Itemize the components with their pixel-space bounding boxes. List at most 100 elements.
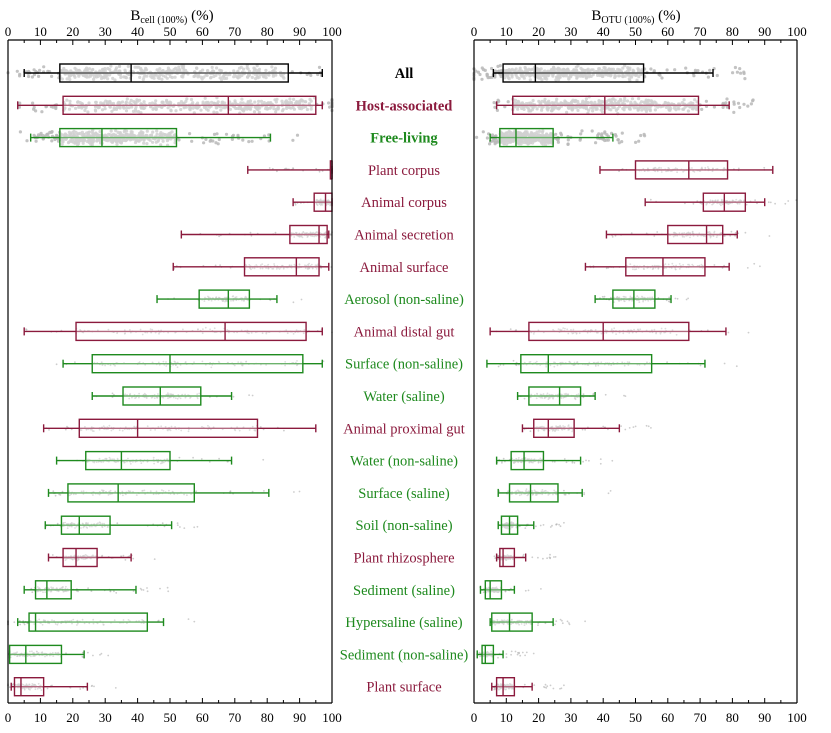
data-point: [163, 133, 167, 137]
data-point: [139, 587, 142, 590]
data-point: [156, 76, 160, 80]
data-point: [34, 139, 38, 143]
data-point: [219, 108, 223, 112]
tick-label-top: 70: [228, 24, 241, 39]
data-point: [298, 490, 301, 493]
data-point: [136, 110, 141, 114]
data-point: [480, 77, 484, 81]
data-point: [220, 69, 224, 73]
data-point: [212, 132, 217, 136]
data-point: [201, 68, 205, 72]
data-point: [165, 76, 169, 80]
data-point: [665, 68, 669, 72]
data-point: [37, 74, 41, 78]
data-point: [25, 139, 29, 143]
data-point: [272, 68, 276, 72]
data-point: [639, 133, 643, 138]
data-point: [150, 101, 154, 105]
data-point: [600, 132, 604, 136]
data-point: [706, 75, 711, 79]
data-point: [594, 141, 598, 145]
data-point: [104, 99, 108, 103]
data-point: [256, 76, 260, 80]
data-point: [114, 687, 117, 689]
data-point: [136, 138, 140, 142]
data-point: [209, 138, 213, 142]
data-point: [132, 100, 136, 104]
data-point: [182, 66, 186, 70]
data-point: [97, 105, 101, 109]
data-point: [138, 75, 142, 79]
data-point: [160, 77, 164, 81]
data-point: [280, 109, 285, 113]
data-point: [124, 138, 128, 142]
data-point: [649, 67, 653, 71]
data-point: [98, 69, 102, 73]
data-point: [206, 69, 210, 73]
iqr-box: [62, 95, 317, 116]
data-point: [144, 66, 148, 70]
data-point: [203, 96, 207, 100]
data-point: [242, 109, 246, 113]
tick-label-top: 0: [5, 24, 12, 39]
data-point: [288, 97, 292, 101]
data-point: [51, 554, 54, 556]
data-point: [172, 133, 176, 137]
data-point: [65, 98, 69, 102]
data-point: [743, 77, 747, 81]
data-point: [232, 75, 236, 79]
data-point: [124, 559, 127, 561]
data-point: [134, 109, 138, 113]
data-point: [94, 131, 98, 135]
data-point: [115, 140, 119, 144]
data-point: [566, 142, 570, 146]
data-point: [145, 142, 149, 146]
data-point: [660, 76, 664, 80]
data-point: [273, 98, 277, 102]
data-point: [125, 97, 129, 101]
data-point: [300, 298, 303, 301]
data-point: [290, 101, 294, 105]
data-point: [127, 106, 131, 110]
data-point: [769, 201, 772, 204]
iqr-box: [243, 257, 320, 277]
data-point: [106, 66, 110, 71]
data-point: [768, 235, 771, 237]
data-point: [784, 202, 787, 205]
data-point: [239, 65, 243, 69]
data-point: [53, 137, 57, 142]
data-point: [734, 232, 737, 234]
data-point: [566, 138, 570, 142]
data-point: [114, 129, 118, 133]
data-point: [759, 265, 761, 268]
data-point: [152, 76, 156, 80]
data-point: [101, 68, 105, 72]
data-point: [91, 684, 93, 687]
data-point: [285, 106, 289, 110]
data-point: [242, 67, 246, 71]
tick-label-top: 60: [196, 24, 209, 39]
data-point: [292, 107, 296, 111]
data-point: [298, 101, 302, 105]
tick-label-bottom: 0: [5, 710, 12, 725]
data-point: [65, 77, 69, 81]
data-point: [151, 130, 155, 134]
data-point: [286, 102, 290, 106]
data-point: [143, 73, 147, 77]
data-point: [98, 130, 102, 134]
data-point: [212, 110, 216, 114]
data-point: [637, 139, 641, 143]
data-point: [200, 77, 204, 81]
data-point: [478, 72, 482, 77]
data-point: [250, 75, 254, 79]
data-point: [120, 100, 125, 104]
data-point: [590, 129, 594, 133]
data-point: [701, 202, 703, 205]
data-point: [213, 101, 217, 106]
data-point: [170, 69, 174, 73]
boxplot-animal-surface: [172, 257, 330, 277]
boxplot-all: [23, 63, 323, 83]
data-point: [161, 139, 165, 143]
boxplot-host-associated: [17, 95, 323, 116]
data-point: [116, 522, 119, 525]
